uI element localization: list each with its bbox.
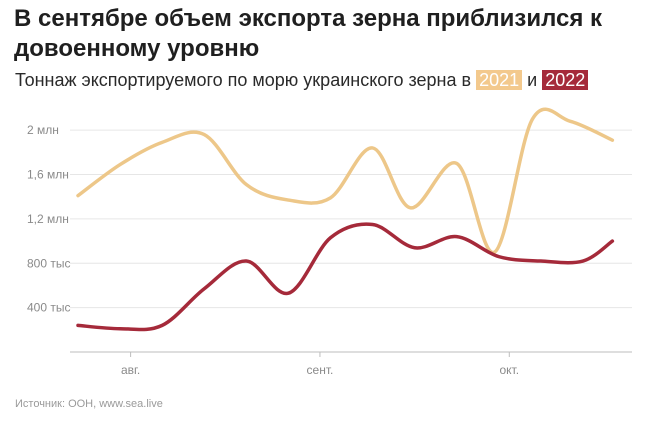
y-tick-label: 2 млн	[27, 123, 59, 137]
series-lines	[76, 107, 615, 332]
y-tick-label: 800 тыс	[27, 256, 70, 270]
gridlines	[70, 129, 632, 309]
x-tick-label: сент.	[307, 363, 334, 377]
subtitle-joiner: и	[527, 70, 538, 90]
series-line-2021	[76, 107, 615, 254]
chart-subtitle: Тоннаж экспортируемого по морю украинско…	[15, 70, 589, 91]
y-tick-label: 1,2 млн	[27, 212, 69, 226]
series-line-2022	[76, 222, 615, 332]
y-tick-label: 1,6 млн	[27, 168, 69, 182]
x-axis: авг. сент. окт.	[70, 351, 632, 377]
y-tick-label: 400 тыс	[27, 301, 70, 315]
source-note: Источник: ООН, www.sea.live	[15, 398, 163, 410]
y-axis-ticks: 400 тыс 800 тыс 1,2 млн 1,6 млн 2 млн	[27, 123, 70, 314]
legend-badge-2022: 2022	[542, 70, 589, 90]
legend-badge-2021: 2021	[476, 70, 523, 90]
x-tick-label: авг.	[121, 363, 140, 377]
chart-title: В сентябре объем экспорта зерна приблизи…	[14, 5, 603, 62]
x-tick-label: окт.	[500, 363, 520, 377]
subtitle-text: Тоннаж экспортируемого по морю украинско…	[15, 70, 472, 90]
